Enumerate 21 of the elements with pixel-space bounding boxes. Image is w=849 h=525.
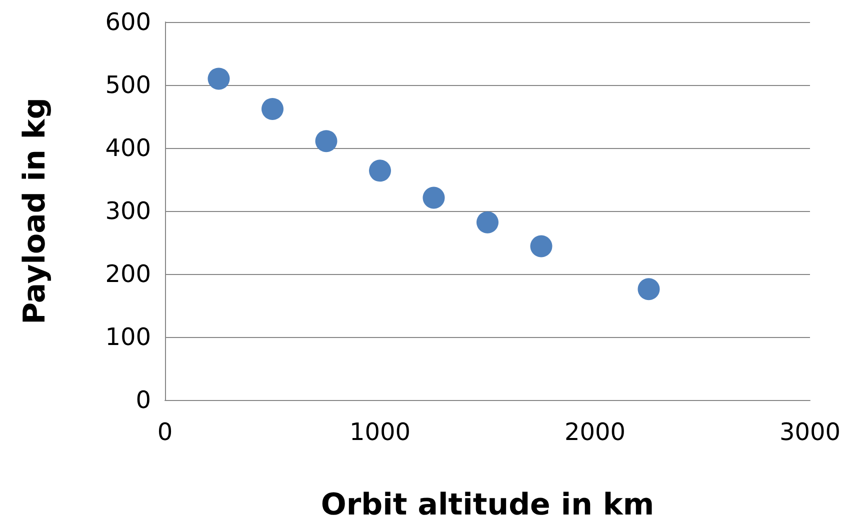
point xyxy=(476,211,498,234)
point xyxy=(315,130,338,152)
y-tick-label: 400 xyxy=(105,134,151,162)
point xyxy=(422,186,445,209)
y-tick-label: 200 xyxy=(105,260,151,288)
x-tick-label: 1000 xyxy=(349,418,411,446)
y-tick-label: 100 xyxy=(105,323,151,351)
point xyxy=(638,278,660,300)
x-tick-label: 0 xyxy=(157,418,173,446)
y-axis-title: Payload in kg xyxy=(18,98,52,324)
y-tick-label: 0 xyxy=(136,386,151,414)
x-tick-label: 3000 xyxy=(779,418,841,446)
point xyxy=(530,235,552,258)
y-tick-label: 600 xyxy=(105,8,151,36)
y-tick-label: 500 xyxy=(105,71,151,99)
point xyxy=(262,98,284,120)
point xyxy=(208,68,230,90)
x-axis-title: Orbit altitude in km xyxy=(320,488,654,522)
point xyxy=(369,160,391,182)
y-tick-label: 300 xyxy=(105,197,151,225)
x-tick-label: 2000 xyxy=(564,418,626,446)
